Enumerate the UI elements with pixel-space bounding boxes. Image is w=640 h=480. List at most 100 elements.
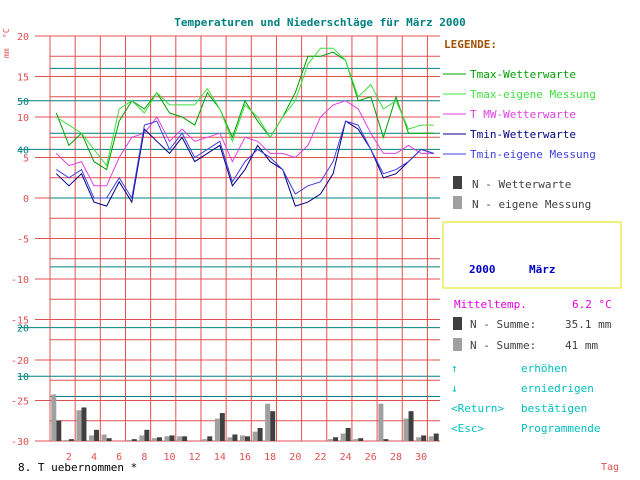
precip-sum-2-value: 41 mm	[565, 339, 598, 352]
x-tick-label: 6	[116, 452, 122, 463]
y-tick-label: -30	[11, 437, 29, 448]
chart-title: Temperaturen und Niederschläge für März …	[174, 16, 465, 29]
status-line: 8. T uebernommen *	[18, 461, 137, 474]
y-tick-label: 0	[23, 194, 29, 205]
temp-lines	[55, 47, 434, 207]
precip-tick-label: 50	[17, 97, 29, 108]
precip-tick-label: 40	[17, 145, 29, 156]
precip-bar	[421, 435, 427, 441]
precip-bars	[51, 394, 439, 441]
precip-bar	[328, 439, 334, 441]
precip-bar	[68, 439, 74, 441]
x-tick-label: 26	[365, 452, 377, 463]
precip-bar	[126, 440, 132, 441]
x-tick-label: 22	[314, 452, 326, 463]
help-text: erniedrigen	[521, 382, 594, 395]
legend-swatch	[453, 176, 462, 189]
precip-bar	[408, 411, 414, 441]
period-month: März	[529, 263, 556, 276]
precip-bar	[333, 437, 339, 441]
help-key: <Return>	[451, 402, 504, 415]
legend-label: Tmin-eigene Messung	[470, 148, 596, 161]
precip-bar	[340, 433, 346, 441]
legend-label: N - eigene Messung	[472, 198, 591, 211]
x-tick-label: 8	[141, 452, 147, 463]
series-line	[55, 51, 434, 171]
precip-bar	[131, 439, 137, 441]
y-tick-label: 15	[17, 73, 29, 84]
precip-bar	[76, 410, 82, 441]
precip-bar	[240, 435, 245, 441]
precip-bar	[403, 418, 409, 441]
precip-bar	[51, 394, 57, 441]
precip-bar	[232, 434, 238, 441]
precip-bar	[164, 436, 170, 441]
precip-bar	[182, 436, 188, 441]
precip-bar	[214, 418, 220, 441]
precip-bar	[139, 435, 145, 441]
precip-bar	[378, 403, 384, 441]
precip-tick-label: 10	[17, 372, 29, 383]
precip-bar	[156, 437, 162, 441]
legend-label: Tmax-Wetterwarte	[470, 68, 576, 81]
mean-temp-value: 6.2 °C	[572, 298, 612, 311]
legend-label: Tmax-eigene Messung	[470, 88, 596, 101]
precip-bar	[257, 427, 263, 441]
precip-bar	[169, 435, 175, 441]
precip-bar	[345, 427, 351, 441]
precip-bar	[219, 413, 225, 441]
x-tick-label: 2	[66, 452, 72, 463]
x-tick-label: 10	[163, 452, 175, 463]
y-tick-label: 5	[23, 154, 29, 165]
precip-bar	[56, 420, 62, 441]
precip-bar	[433, 433, 439, 441]
x-tick-label: 14	[214, 452, 226, 463]
precip-bar	[265, 403, 271, 441]
period-box	[442, 221, 622, 289]
x-tick-label: 30	[415, 452, 427, 463]
precip-bar	[245, 436, 250, 441]
help-key: ↑	[451, 362, 458, 375]
y-tick-label: -10	[11, 275, 29, 286]
help-text: erhöhen	[521, 362, 567, 375]
precip-bar	[101, 434, 107, 441]
x-tick-label: 12	[189, 452, 201, 463]
key-help: ↑ erhöhen ↓ erniedrigen <Return> bestätigen <E…	[451, 362, 600, 435]
precip-unit-label: mm	[2, 48, 11, 58]
legend-label: T MW-Wetterwarte	[470, 108, 576, 121]
precip-tick-label: 20	[17, 324, 29, 335]
legend-heading: LEGENDE:	[444, 38, 497, 51]
precip-bar	[227, 437, 233, 441]
precip-bar	[94, 429, 100, 441]
x-axis-ticks: 2 4 6 8 10 12 14 16 18 20 22 24 26 28 30	[66, 452, 427, 463]
precip-bar	[270, 411, 276, 441]
precip-sum-1-swatch	[453, 317, 462, 330]
x-tick-label: 24	[340, 452, 352, 463]
precip-bar	[144, 429, 150, 441]
legend-swatch	[453, 196, 462, 209]
temp-unit-label: °C	[2, 28, 11, 38]
help-key: <Esc>	[451, 422, 484, 435]
precip-bar	[106, 438, 112, 441]
precip-sum-2-label: N - Summe:	[470, 339, 536, 352]
x-tick-label: 28	[390, 452, 402, 463]
series-line	[56, 47, 434, 167]
precip-bar	[177, 436, 183, 441]
precip-bar	[151, 438, 157, 441]
precip-bar	[358, 438, 364, 441]
mean-temp-label: Mitteltemp.	[454, 298, 527, 311]
period-year: 2000	[469, 263, 496, 276]
legend-label: Tmin-Wetterwarte	[470, 128, 576, 141]
help-text: Programmende	[521, 422, 600, 435]
x-axis-label: Tag	[601, 462, 619, 473]
legend: LEGENDE: Tmax-Wetterwarte Tmax-eigene Mes…	[443, 38, 596, 211]
precip-sum-1-label: N - Summe:	[470, 318, 536, 331]
precip-bar	[416, 437, 422, 441]
x-tick-label: 18	[264, 452, 276, 463]
precip-bar	[89, 435, 95, 441]
y-tick-label: -5	[17, 235, 29, 246]
y-tick-label: -15	[11, 316, 29, 327]
help-text: bestätigen	[521, 402, 587, 415]
